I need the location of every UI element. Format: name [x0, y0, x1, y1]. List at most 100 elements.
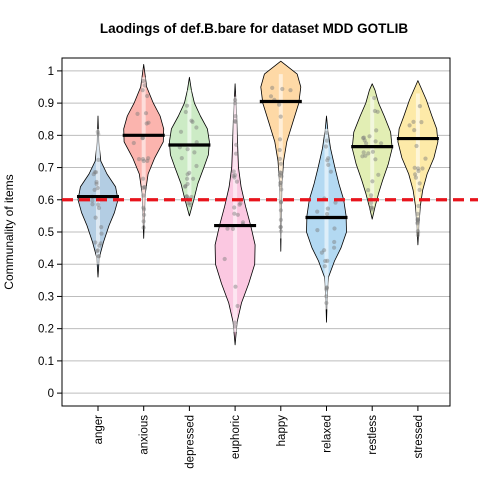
data-point: [232, 320, 237, 325]
data-point: [96, 205, 102, 211]
data-point: [278, 224, 283, 230]
data-point: [361, 150, 366, 155]
data-point: [131, 140, 136, 146]
data-point: [288, 88, 293, 93]
data-point: [184, 194, 189, 199]
violin-spread-band: [187, 90, 192, 203]
violin-spread-band: [141, 77, 146, 226]
data-point: [369, 193, 374, 198]
data-point: [142, 184, 147, 190]
violin-euphoric: [214, 83, 257, 346]
data-point: [376, 172, 381, 177]
data-point: [191, 176, 196, 181]
data-point: [373, 139, 378, 144]
data-point: [194, 163, 199, 169]
violin-stressed: [396, 80, 439, 246]
data-point: [277, 137, 283, 142]
data-point: [326, 156, 331, 161]
data-point: [417, 187, 422, 192]
data-point: [95, 249, 100, 254]
data-point: [362, 138, 367, 143]
data-point: [187, 170, 192, 175]
violin-happy: [259, 60, 302, 252]
data-point: [96, 254, 101, 259]
data-point: [324, 287, 329, 292]
data-point: [417, 181, 422, 186]
chart-title: Laodings of def.B.bare for dataset MDD G…: [100, 21, 409, 36]
violin-anger: [77, 115, 119, 278]
data-point: [185, 147, 190, 152]
data-point: [233, 151, 239, 156]
data-point: [140, 157, 146, 162]
data-point: [324, 285, 329, 290]
data-point: [374, 128, 379, 133]
y-tick-label: 0.1: [38, 356, 54, 368]
data-point: [142, 212, 147, 217]
data-point: [366, 188, 371, 193]
data-point: [232, 211, 237, 216]
data-point: [145, 158, 150, 163]
data-point: [232, 175, 237, 180]
data-point: [277, 147, 282, 153]
data-point: [232, 205, 237, 210]
x-tick-label: depressed: [184, 415, 196, 469]
data-point: [91, 172, 96, 177]
data-point: [360, 154, 365, 159]
data-point: [278, 229, 283, 234]
data-point: [280, 86, 285, 92]
data-point: [319, 250, 324, 255]
data-point: [233, 173, 238, 178]
data-point: [96, 254, 101, 259]
data-point: [188, 203, 193, 208]
data-point: [332, 226, 337, 231]
data-point: [143, 111, 149, 116]
y-tick-label: 0.2: [38, 324, 54, 336]
data-point: [141, 176, 146, 181]
data-point: [413, 172, 418, 177]
data-point: [141, 207, 147, 212]
data-point: [135, 111, 140, 116]
data-point: [411, 119, 416, 124]
data-point: [323, 144, 328, 149]
data-point: [94, 181, 99, 186]
data-point: [146, 156, 151, 161]
x-tick-label: euphoric: [230, 415, 242, 459]
data-point: [367, 134, 372, 139]
data-point: [234, 142, 239, 147]
data-point: [413, 175, 418, 180]
data-point: [136, 157, 142, 162]
data-point: [93, 215, 98, 220]
y-tick-label: 0: [48, 388, 54, 400]
data-point: [93, 170, 99, 175]
data-point: [415, 218, 420, 223]
data-point: [90, 198, 95, 203]
data-point: [279, 187, 284, 192]
data-point: [232, 118, 237, 124]
data-point: [416, 168, 421, 174]
data-point: [232, 324, 237, 329]
data-point: [185, 172, 190, 177]
data-point: [235, 212, 240, 217]
data-point: [140, 88, 145, 93]
data-point: [415, 220, 420, 225]
data-point: [328, 169, 333, 174]
data-point: [324, 285, 329, 290]
data-point: [92, 187, 97, 192]
data-point: [369, 205, 374, 210]
x-tick-label: relaxed: [322, 415, 334, 453]
data-point: [233, 119, 238, 124]
data-point: [417, 104, 422, 109]
data-point: [423, 156, 428, 161]
violin-spread-band: [370, 96, 375, 207]
data-point: [361, 135, 366, 140]
data-point: [240, 220, 246, 225]
data-point: [140, 185, 146, 190]
data-point: [141, 205, 146, 210]
data-point: [415, 221, 420, 226]
data-point: [179, 156, 184, 161]
data-point: [415, 216, 420, 221]
data-point: [278, 170, 283, 175]
y-tick-label: 0.9: [38, 98, 54, 110]
